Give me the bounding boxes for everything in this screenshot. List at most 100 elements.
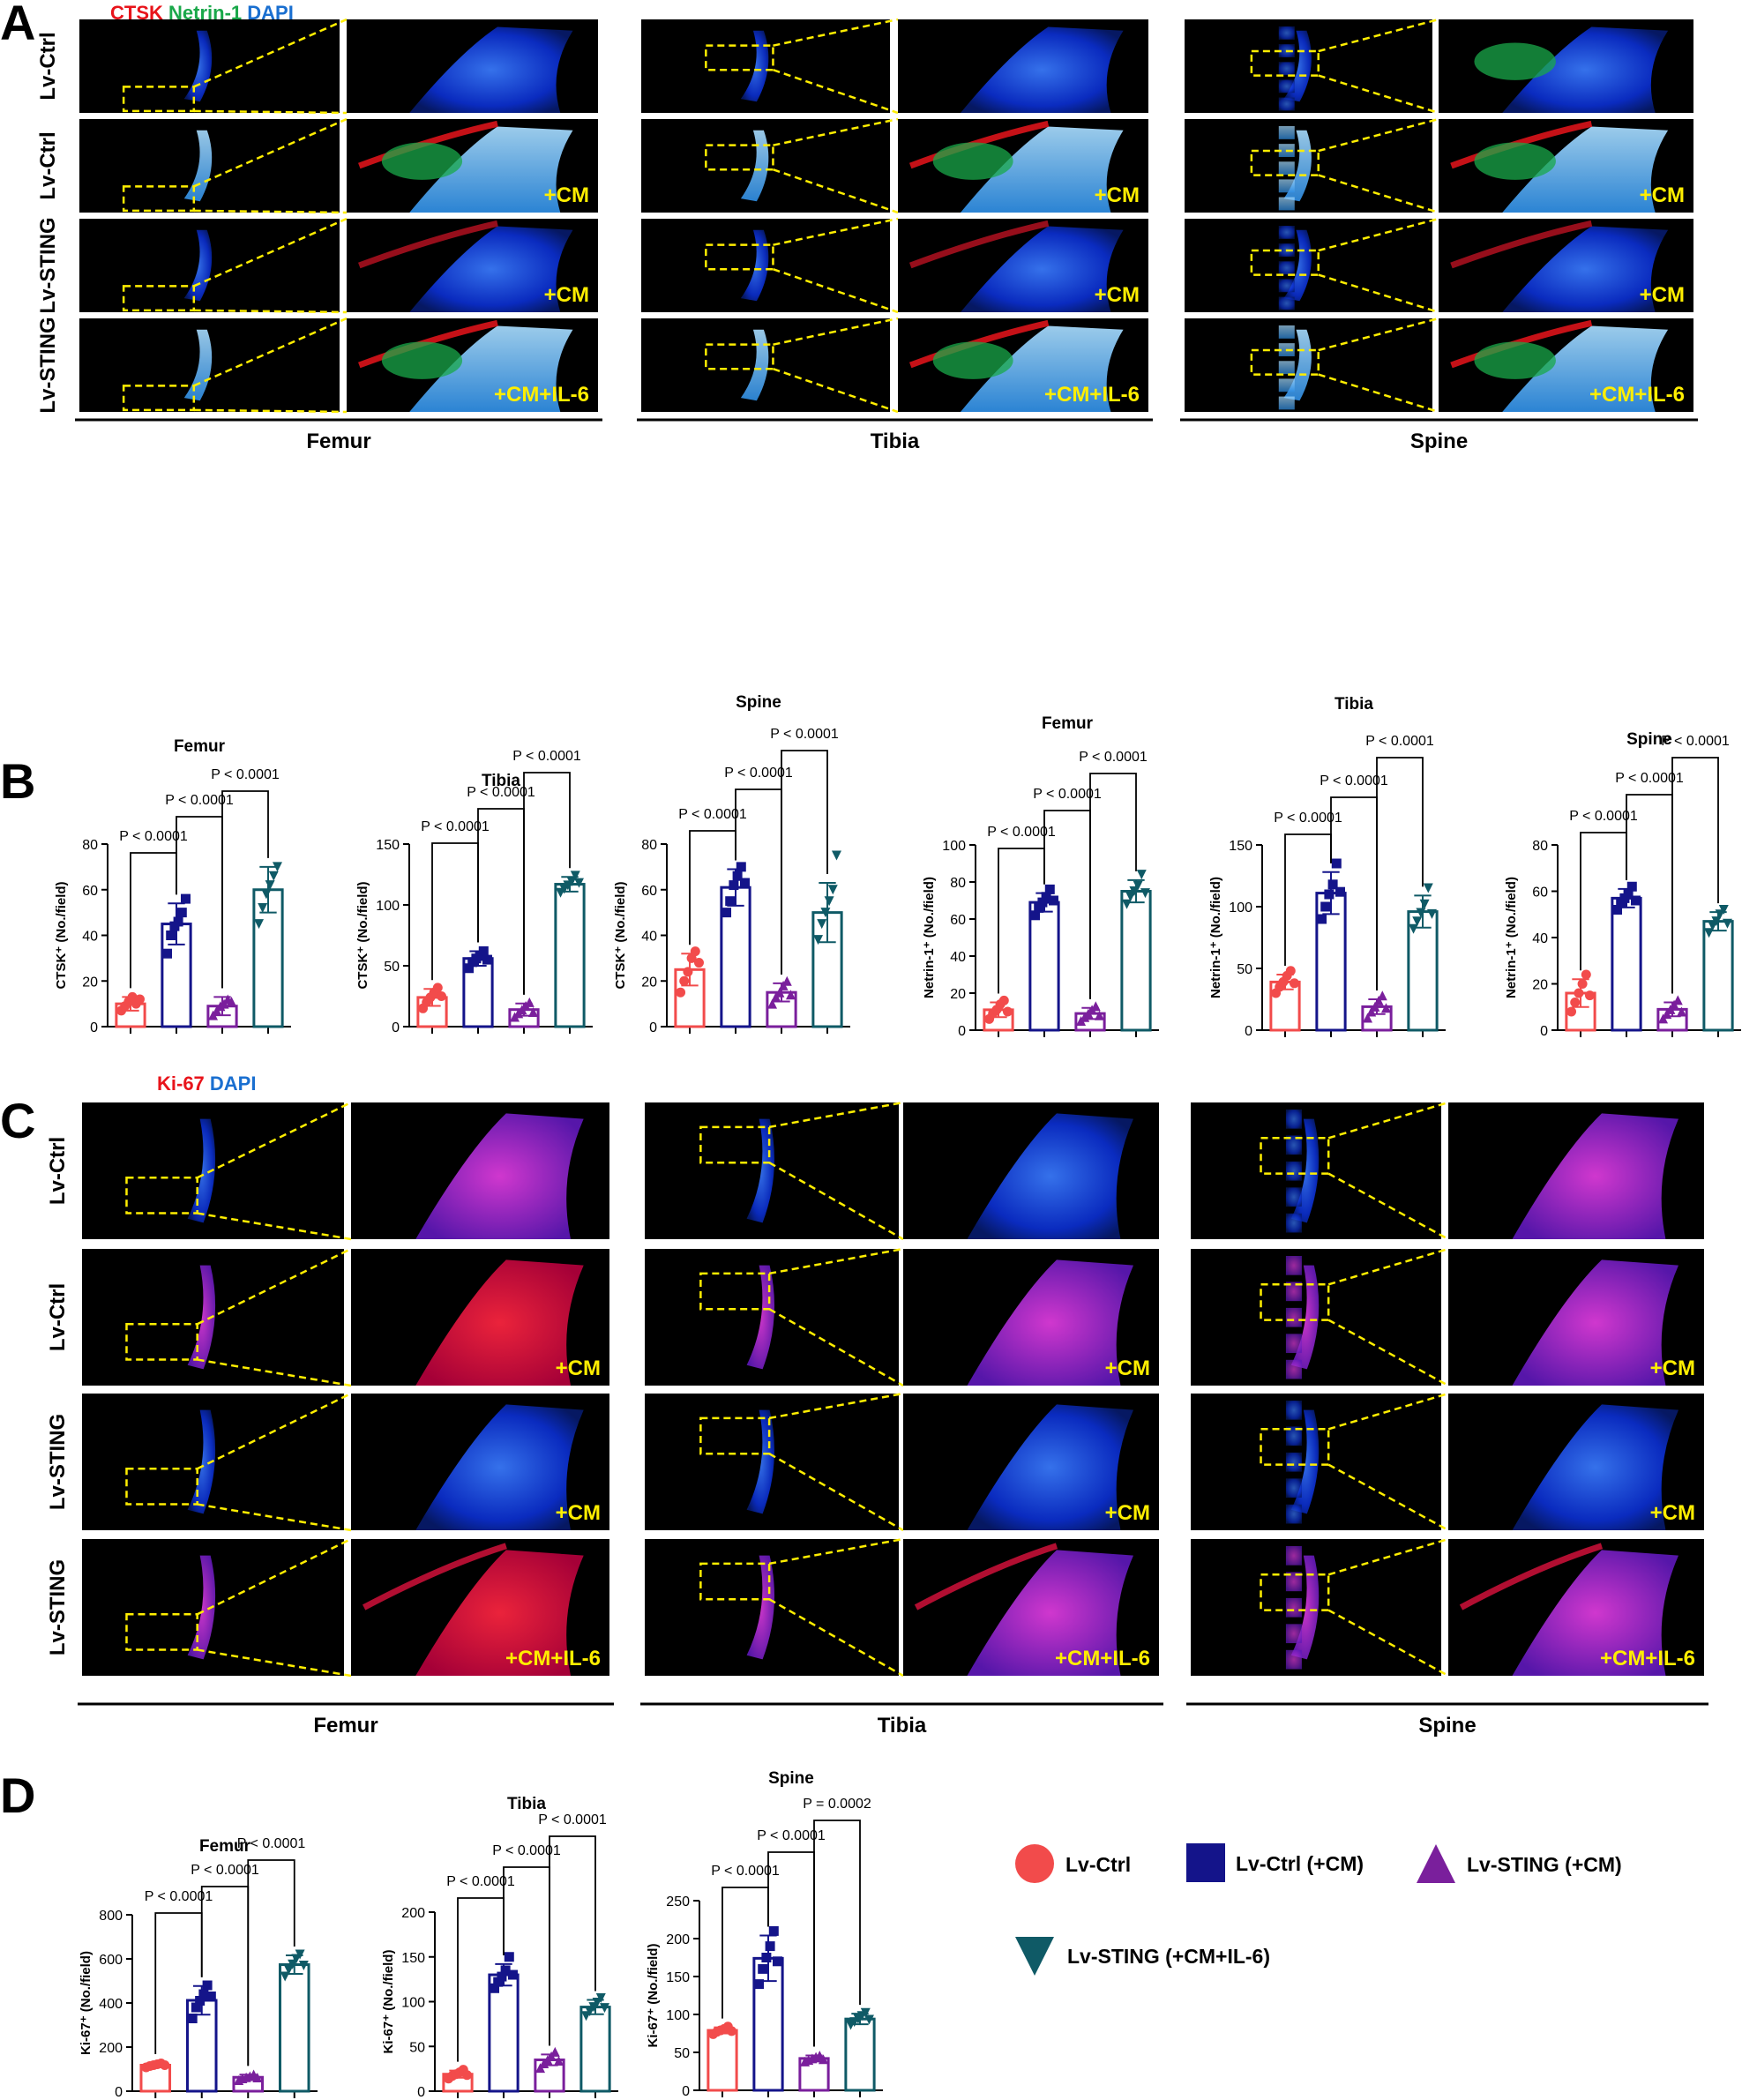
zoom-line [197,1648,352,1678]
data-point [1002,1006,1013,1017]
vertebra [1285,1597,1302,1618]
bar [1702,920,1734,1032]
chart: Tibia 0 50 100 150 200 Ki-67⁺ (No./field) P < 0… [381,1795,618,2100]
data-point [1718,905,1729,915]
y-tick-label: 400 [99,1997,123,2012]
vertebra [1278,26,1295,40]
bone-shape [1283,329,1312,401]
stain-label-a: CTSK Netrin-1 DAPI [110,2,294,24]
y-axis-label: CTSK⁺ (No./field) [613,881,628,989]
zoom-line [1318,317,1439,352]
data-point [464,963,475,974]
p-value-label: P < 0.0001 [446,1874,515,1889]
p-value-label: P < 0.0001 [1033,787,1102,802]
p-value-label: P < 0.0001 [770,727,839,742]
treatment-label: +CM+IL-6 [1589,383,1685,407]
roi-box [699,1125,771,1164]
data-point [160,2060,170,2070]
row-label: Lv-Ctrl [46,1283,70,1351]
data-point [1133,880,1143,891]
significance-bracket [247,1859,295,2066]
data-point [729,880,739,891]
bone-shape [746,1118,775,1223]
y-tick-label: 0 [1540,1024,1548,1039]
p-value-label: P < 0.0001 [711,1864,780,1879]
data-point [295,1949,305,1960]
data-point [772,1956,782,1967]
bone-shape [183,30,213,102]
netrin-signal [1474,42,1556,80]
data-point [500,1965,511,1976]
legend-marker [1015,1937,1054,1976]
p-value-label: P < 0.0001 [538,1812,607,1827]
zoom-line [193,18,348,88]
data-point [1380,1003,1391,1013]
data-point [1704,928,1715,938]
data-point [162,948,173,959]
bar [554,883,586,1028]
data-point [1037,897,1048,908]
panel-a-images: Lv-Ctrl Lv-Ctrl +CM +CM +CM Lv-STING +CM +CM +CM… [36,18,1698,453]
zoom-line [193,408,348,414]
bar [844,2017,876,2092]
data-point [1317,914,1327,924]
data-point [1044,884,1055,894]
panel-letter-d: D [0,1767,35,1823]
bar-charts: Femur 0 20 40 60 80 CTSK⁺ (No./field) P < 0.000… [54,693,1741,2100]
data-point [820,908,831,918]
data-point [1324,889,1335,900]
data-point [781,975,792,986]
bone-shape [1290,1409,1320,1514]
tissue-shape [1502,26,1669,114]
data-point [767,998,778,1009]
y-tick-label: 50 [409,2040,425,2055]
y-tick-label: 80 [82,838,98,853]
data-point [676,987,686,998]
data-point [824,896,834,907]
treatment-label: +CM [1650,1356,1695,1380]
p-value-label: P < 0.0001 [678,807,747,822]
roi-box [699,1416,771,1455]
significance-bracket [781,750,828,975]
data-point [1577,979,1588,989]
tissue-shape [961,26,1124,114]
zoom-line [1318,74,1439,115]
y-tick-label: 20 [1532,978,1548,993]
vertebra [1278,361,1295,375]
tissue-shape [415,1113,584,1239]
data-point [504,1952,514,1962]
netrin-signal [381,341,463,379]
data-point [1363,1013,1373,1023]
tissue-shape [409,26,573,114]
row-label: Lv-STING [36,317,60,413]
roi-box [125,1613,198,1651]
chart: Tibia 0 50 100 150 CTSK⁺ (No./field) P < 0.000… [355,749,593,1035]
tissue-rim [1450,319,1593,369]
vertebra [1278,325,1295,339]
zoom-line [773,117,899,146]
data-point [1370,1001,1380,1012]
vertebra [1285,1649,1302,1670]
zoom-line [193,117,348,188]
p-value-label: P < 0.0001 [145,1889,213,1904]
y-axis-label: Ki-67⁺ (No./field) [79,1951,93,2055]
data-point [817,919,827,930]
vertebra [1285,1426,1302,1446]
data-point [1630,895,1641,906]
p-value-label: P < 0.0001 [492,1843,561,1858]
netrin-signal [932,341,1013,379]
tissue-rim [358,319,498,369]
data-point [507,1969,518,1980]
zoom-line [197,1101,352,1179]
y-tick-label: 40 [641,930,657,945]
y-tick-label: 150 [666,1970,690,1985]
data-point [176,908,187,918]
chart-title: Tibia [507,1795,546,1813]
data-point [732,871,743,881]
tissue-shape [1512,1404,1678,1530]
tissue-label: Femur [313,1714,378,1738]
data-point [475,951,485,961]
vertebra [1285,1359,1302,1379]
tissue-shape [967,1259,1133,1386]
roi-box [1260,1137,1330,1175]
